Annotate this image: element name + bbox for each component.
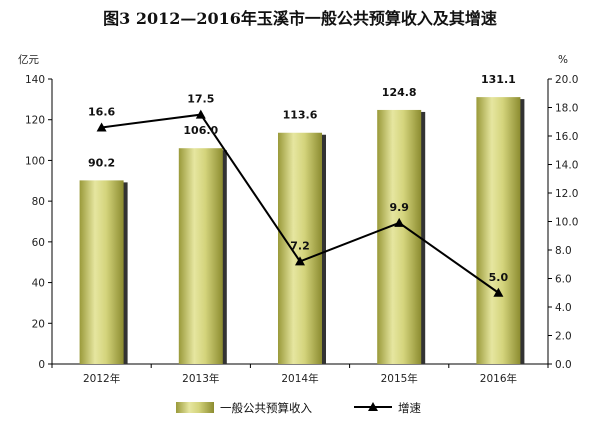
y-right-tick-label: 0.0: [555, 359, 572, 371]
y-right-tick-label: 2.0: [555, 331, 572, 343]
growth-value-label: 17.5: [187, 93, 214, 106]
y-right-tick-label: 16.0: [555, 131, 578, 143]
y-left-tick-label: 80: [32, 196, 45, 208]
legend-bar-swatch: [176, 402, 214, 413]
bar-value-label: 124.8: [382, 86, 417, 99]
y-right-unit: %: [558, 54, 568, 66]
y-left-tick-label: 120: [25, 115, 45, 127]
y-left-tick-label: 140: [25, 74, 45, 86]
growth-value-label: 16.6: [88, 105, 115, 118]
bar: [79, 180, 124, 364]
y-right-tick-label: 20.0: [555, 74, 578, 86]
growth-point-marker: [195, 109, 206, 119]
y-right-tick-label: 8.0: [555, 245, 572, 257]
chart-title: 图3 2012—2016年玉溪市一般公共预算收入及其增速: [103, 9, 497, 28]
y-left-tick-label: 20: [32, 318, 45, 330]
bar-value-label: 113.6: [283, 109, 318, 122]
axes: 0 20 40 60 80 100 120 140 0.0 2.0 4.0 6.0 8.0 10.0 12.…: [25, 74, 578, 385]
growth-point-marker: [394, 217, 405, 227]
y-left-tick-label: 40: [32, 278, 45, 290]
y-right-tick-label: 12.0: [555, 188, 578, 200]
y-right-tick-label: 18.0: [555, 103, 578, 115]
x-tick-label: 2012年: [83, 372, 120, 385]
y-right-tick-label: 4.0: [555, 302, 572, 314]
bar: [476, 97, 521, 364]
bar: [178, 148, 223, 364]
data-labels: 90.2 106.0 113.6 124.8 131.1 16.6 17.5 7.2 9.9 5.…: [88, 73, 516, 284]
growth-point-marker: [493, 287, 504, 297]
legend: 一般公共预算收入 增速: [176, 401, 421, 415]
x-tick-label: 2015年: [381, 372, 418, 385]
growth-value-label: 7.2: [290, 239, 310, 252]
x-tick-label: 2013年: [182, 372, 219, 385]
y-left-tick-label: 0: [38, 359, 45, 371]
growth-value-label: 5.0: [489, 271, 509, 284]
y-right-tick-label: 6.0: [555, 274, 572, 286]
growth-point-marker: [295, 256, 305, 266]
growth-value-label: 9.9: [389, 201, 409, 214]
legend-line-label: 增速: [398, 401, 421, 415]
bar: [278, 132, 322, 364]
bar: [377, 109, 422, 364]
y-left-unit: 亿元: [18, 53, 39, 66]
bar-value-label: 131.1: [481, 73, 516, 86]
y-left-tick-label: 100: [25, 155, 45, 167]
x-tick-label: 2014年: [281, 372, 318, 385]
line-series: [96, 109, 504, 297]
growth-point-marker: [96, 122, 107, 132]
bar-series: [79, 97, 525, 364]
bar-value-label: 90.2: [88, 156, 115, 169]
legend-line-marker: [368, 402, 378, 411]
y-right-tick-label: 10.0: [555, 217, 578, 229]
legend-bar-label: 一般公共预算收入: [220, 401, 312, 415]
x-tick-label: 2016年: [480, 372, 517, 385]
y-left-tick-label: 60: [32, 237, 45, 249]
y-right-tick-label: 14.0: [555, 160, 578, 172]
bar-value-label: 106.0: [183, 124, 218, 137]
